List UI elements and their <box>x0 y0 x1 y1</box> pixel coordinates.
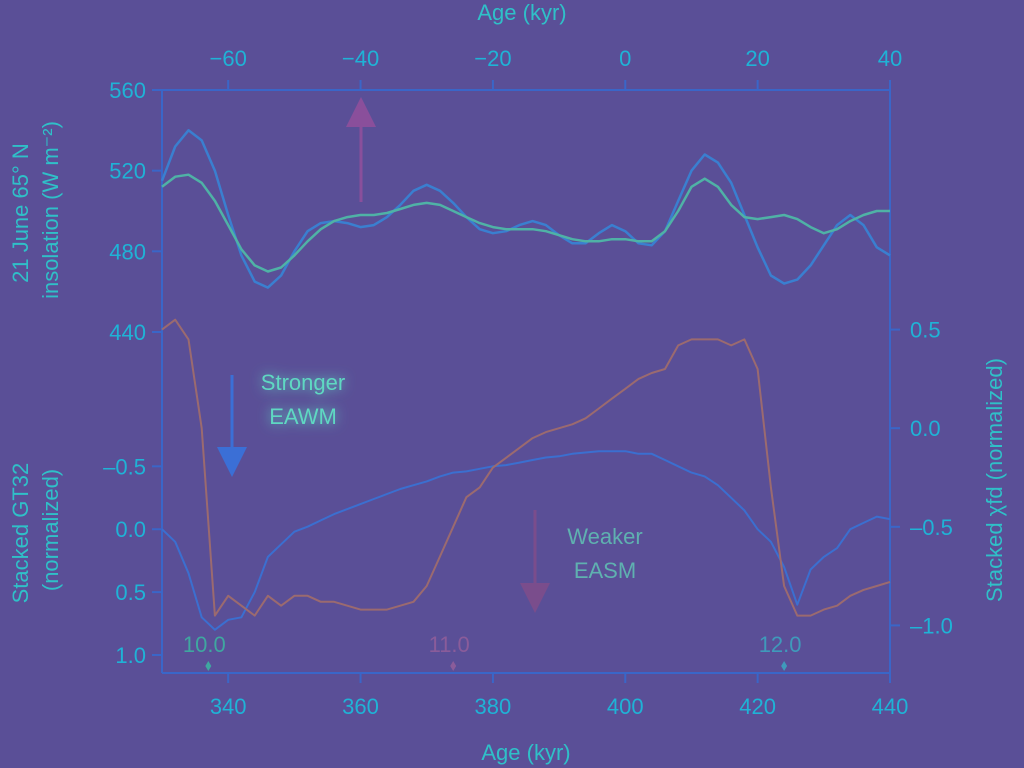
easm-label: EASM <box>574 558 636 583</box>
top-x-tick-label: 0 <box>619 46 631 71</box>
age-marker-diamond <box>450 661 457 671</box>
insolation-y-axis-title: 21 June 65° N insolation (W m⁻²) <box>8 121 63 299</box>
bottom-x-tick-label: 440 <box>872 694 909 719</box>
ticks-layer: 340 360 380 400 420 440 −60 −40 −20 0 20 40 440 480 52… <box>103 46 953 719</box>
age-marker-label: 11.0 <box>429 632 470 657</box>
bottom-x-tick-label: 380 <box>475 694 512 719</box>
bottom-x-tick-label: 340 <box>210 694 247 719</box>
gt32-y-axis-title: Stacked GT32 (normalized) <box>8 457 63 604</box>
chifd-y-tick-label: –0.5 <box>910 515 953 540</box>
axes-frame <box>161 89 891 674</box>
chifd-y-tick-label: –1.0 <box>910 613 953 638</box>
bottom-x-axis-title: Age (kyr) <box>481 740 570 765</box>
age-marker-label: 10.0 <box>183 632 226 657</box>
insolation-y-tick-label: 520 <box>109 159 146 184</box>
eawm-label: EAWM <box>269 404 337 429</box>
insolation-y-tick-label: 560 <box>109 78 146 103</box>
stronger-label: Stronger <box>261 370 345 395</box>
age-marker-diamond <box>205 661 212 671</box>
gt32-series-line <box>161 450 891 631</box>
top-x-tick-label: 40 <box>878 46 902 71</box>
insolation-y-axis-title-line1: 21 June 65° N <box>8 143 33 283</box>
age-marker-label: 12.0 <box>759 632 802 657</box>
top-x-tick-label: 20 <box>745 46 769 71</box>
gt32-y-tick-label: 0.5 <box>115 580 146 605</box>
chifd-y-tick-label: 0.0 <box>910 416 941 441</box>
chifd-series-line <box>161 318 891 617</box>
insolation-series-1-line <box>160 129 891 289</box>
insolation-y-tick-label: 440 <box>109 320 146 345</box>
bottom-x-tick-label: 360 <box>342 694 379 719</box>
gt32-y-tick-label: –0.5 <box>103 454 146 479</box>
top-x-axis-title: Age (kyr) <box>477 0 566 25</box>
markers-layer: 10.0 11.0 12.0 <box>183 632 802 671</box>
gt32-y-tick-label: 1.0 <box>115 643 146 668</box>
top-x-tick-label: −20 <box>474 46 511 71</box>
gt32-y-tick-label: 0.0 <box>115 517 146 542</box>
insolation-series-2-line <box>161 173 890 273</box>
chifd-y-axis-title: Stacked χfd (normalized) <box>982 358 1007 602</box>
weaker-label: Weaker <box>567 524 642 549</box>
bottom-x-tick-label: 420 <box>739 694 776 719</box>
insolation-y-axis-title-line2: insolation (W m⁻²) <box>38 121 63 299</box>
gt32-y-axis-title-line1: Stacked GT32 <box>8 463 33 604</box>
top-x-tick-label: −40 <box>342 46 379 71</box>
gt32-y-axis-title-line2: (normalized) <box>38 469 63 591</box>
bottom-x-tick-label: 400 <box>607 694 644 719</box>
top-x-tick-label: −60 <box>210 46 247 71</box>
series-layer <box>160 129 891 631</box>
age-marker-diamond <box>781 661 788 671</box>
insolation-y-tick-label: 480 <box>109 239 146 264</box>
chifd-y-tick-label: 0.5 <box>910 318 941 343</box>
